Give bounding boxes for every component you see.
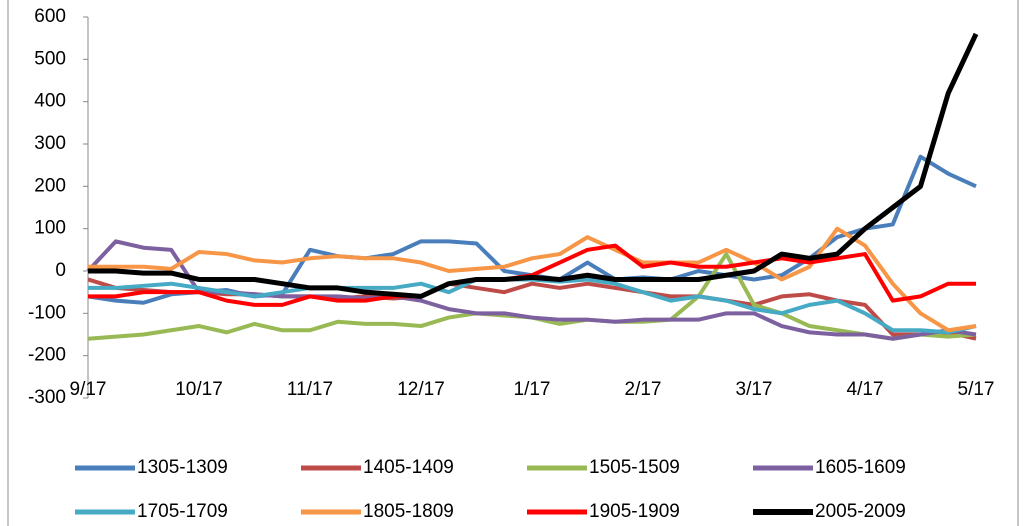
y-tick-label: -100 — [28, 302, 66, 323]
y-tick-label: -200 — [28, 345, 66, 366]
y-tick-label: 100 — [34, 218, 66, 239]
y-tick-label: 300 — [34, 133, 66, 154]
series-line — [88, 32, 979, 299]
x-tick-label: 3/17 — [736, 379, 773, 400]
y-tick-label: 400 — [34, 91, 66, 112]
x-tick-label: 4/17 — [847, 379, 884, 400]
x-tick-label: 9/17 — [70, 379, 107, 400]
x-tick-label: 5/17 — [958, 379, 995, 400]
x-tick-label: 11/17 — [287, 379, 333, 400]
legend-label: 1605-1609 — [815, 457, 906, 478]
y-tick-label: 600 — [34, 6, 66, 27]
x-tick-label: 1/17 — [514, 379, 551, 400]
legend-label: 1305-1309 — [137, 457, 228, 478]
x-tick-label: 12/17 — [397, 379, 445, 400]
series-line — [88, 226, 977, 333]
y-tick-label: 0 — [55, 260, 66, 281]
legend-label: 1405-1409 — [363, 457, 454, 478]
legend-label: 1805-1809 — [363, 501, 454, 522]
legend-label: 1905-1909 — [589, 501, 680, 522]
series-line — [88, 277, 977, 335]
series-line — [87, 252, 977, 341]
legend-label: 2005-2009 — [815, 501, 906, 522]
x-tick-label: 2/17 — [625, 379, 662, 400]
x-tick-label: 10/17 — [175, 379, 223, 400]
y-tick-label: -300 — [28, 387, 66, 408]
legend-label: 1705-1709 — [137, 501, 228, 522]
y-tick-label: 200 — [34, 175, 66, 196]
y-tick-label: 500 — [34, 48, 66, 69]
legend-label: 1505-1509 — [589, 457, 680, 478]
